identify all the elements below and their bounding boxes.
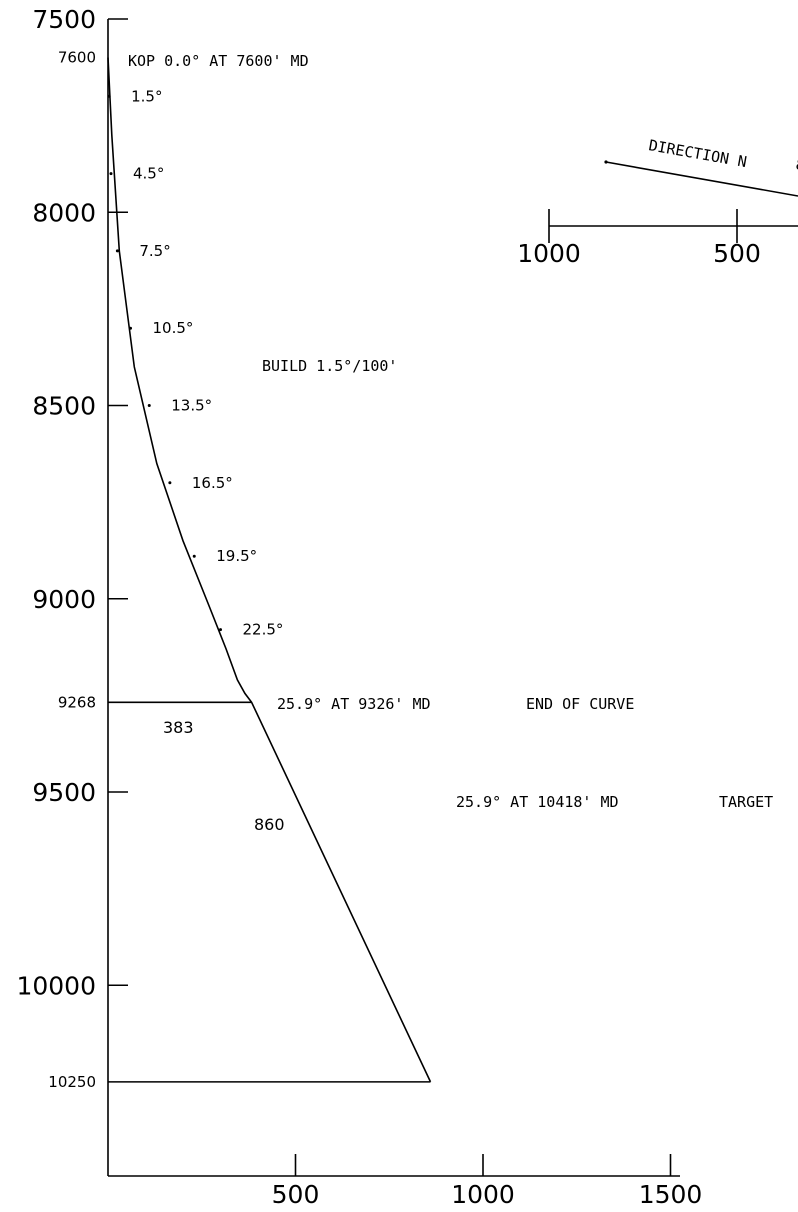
target-inclination: 25.9° AT 10418' MD: [456, 793, 619, 811]
trajectory-line: [107, 57, 432, 1083]
y-tick-label: 8000: [32, 198, 96, 227]
inclination-point: [129, 326, 132, 330]
inset-tick-label: 500: [713, 239, 761, 268]
inclination-label: 1.5°: [131, 87, 162, 105]
end-of-curve-label: END OF CURVE: [526, 695, 634, 713]
inclination-label: 7.5°: [139, 242, 170, 260]
end-of-curve-inclination: 25.9° AT 9326' MD: [277, 695, 431, 713]
inclination-point: [147, 404, 151, 407]
trajectory-series: [107, 57, 432, 1083]
inset-tick-label: 1000: [517, 239, 581, 268]
y-tick-label: 7500: [32, 5, 96, 34]
direction-arrow-line: [605, 161, 798, 197]
target-displacement: 860: [254, 815, 285, 834]
inclination-label: 19.5°: [216, 547, 257, 565]
target-label: TARGET: [719, 793, 773, 811]
x-axis-labels: 500 1000 1500: [272, 1180, 703, 1209]
inclination-point: [107, 94, 111, 98]
inclination-label: 16.5°: [192, 474, 233, 492]
x-tick-label: 1000: [451, 1180, 515, 1209]
y-tick-label: 9268: [58, 693, 96, 711]
y-tick-label: 10000: [16, 971, 96, 1000]
dimension-lines: [108, 701, 431, 1083]
y-tick-label: 8500: [32, 392, 96, 421]
end-of-curve-displacement: 383: [163, 718, 194, 737]
inclination-label: 22.5°: [243, 621, 284, 639]
inclination-point: [109, 172, 113, 176]
x-tick-label: 500: [272, 1180, 320, 1209]
chart-axes: [107, 18, 680, 1177]
inclination-point: [192, 554, 196, 558]
direction-arrow-start: [604, 160, 608, 164]
x-tick-label: 1500: [639, 1180, 703, 1209]
inclination-point: [168, 481, 172, 485]
direction-label: DIRECTION N: [647, 136, 748, 171]
inclination-point: [115, 249, 119, 253]
kop-annotation: KOP 0.0° AT 7600' MD: [128, 52, 309, 70]
y-tick-label: 9500: [32, 778, 96, 807]
y-tick-label: 7600: [58, 49, 96, 67]
inclination-marks: 1.5° 4.5° 7.5° 10.5° 13.5° 16.5° 19.5° 22.5°: [107, 87, 284, 639]
y-axis-labels: 7500 7600 8000 8500 9000 9268 9500 10000 10250: [16, 5, 96, 1091]
build-rate-annotation: BUILD 1.5°/100': [262, 357, 397, 375]
direction-inset: DIRECTION N 8 1000 500: [517, 136, 798, 268]
inclination-point: [219, 628, 222, 632]
inclination-label: 10.5°: [153, 319, 194, 337]
inclination-label: 13.5°: [171, 397, 212, 415]
direction-label-cut: 8: [794, 155, 798, 174]
y-tick-label: 9000: [32, 585, 96, 614]
y-tick-label: 10250: [48, 1073, 96, 1091]
inclination-label: 4.5°: [133, 165, 164, 183]
